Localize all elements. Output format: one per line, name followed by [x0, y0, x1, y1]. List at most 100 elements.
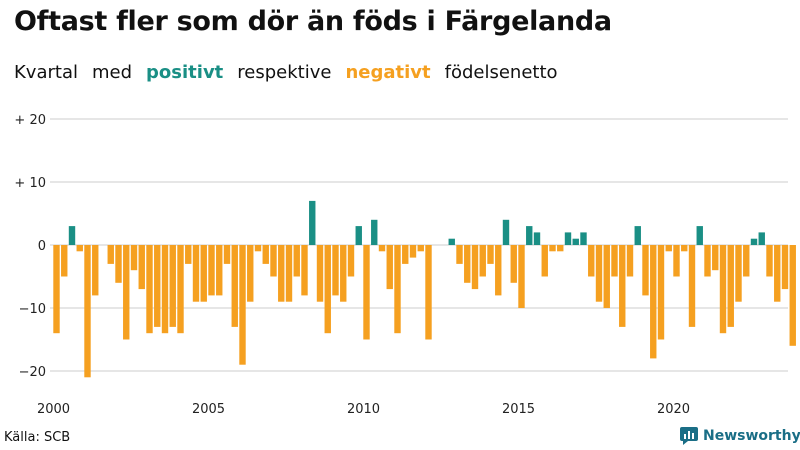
bar: [572, 238, 579, 245]
bar: [611, 245, 618, 277]
bar: [595, 245, 603, 302]
bar: [231, 245, 238, 327]
bar: [665, 245, 672, 252]
bar: [378, 245, 386, 252]
bar: [526, 226, 533, 245]
bar: [386, 245, 393, 290]
bar: [146, 245, 153, 334]
bar: [425, 245, 432, 340]
bar: [68, 226, 76, 245]
bar: [626, 245, 634, 277]
bar: [239, 245, 246, 365]
x-tick-label: 2005: [192, 402, 225, 417]
subtitle-word-kvartal: Kvartal: [14, 62, 78, 83]
bar: [727, 245, 734, 327]
bar: [61, 245, 68, 277]
newsworthy-icon: [680, 427, 698, 445]
bar: [347, 245, 355, 277]
bar: [557, 245, 564, 252]
bar: [564, 232, 572, 245]
bar: [355, 226, 362, 245]
bar: [309, 200, 316, 245]
bar: [789, 245, 796, 346]
bar: [76, 245, 83, 252]
brand-logo: Newsworthy: [680, 427, 800, 445]
bar: [479, 245, 486, 277]
bar: [123, 245, 130, 340]
bar: [332, 245, 339, 296]
bar: [518, 245, 525, 308]
bar: [766, 245, 773, 277]
subtitle-positive-label: positivt: [146, 62, 224, 83]
bar: [750, 238, 758, 245]
bar: [487, 245, 494, 264]
x-tick-label: 2010: [347, 402, 380, 417]
y-tick-label: −10: [19, 302, 46, 317]
bar: [704, 245, 711, 277]
bar: [634, 226, 641, 245]
bar: [130, 245, 138, 271]
bar: [673, 245, 680, 277]
bar: [456, 245, 463, 264]
bar: [712, 245, 719, 271]
bar: [533, 232, 541, 245]
subtitle-word-fodelsenetto: födelsenetto: [444, 62, 558, 83]
bar: [495, 245, 502, 296]
bar-chart: + 20 + 10 0 −10 −20 2000 2005 2010 2015 2020: [14, 113, 796, 417]
bar: [735, 245, 742, 302]
bar: [781, 245, 789, 290]
bar: [161, 245, 169, 334]
bar: [402, 245, 409, 264]
bar: [464, 245, 471, 283]
bar: [107, 245, 114, 264]
bar: [278, 245, 285, 302]
bar: [154, 245, 161, 327]
y-tick-label: −20: [19, 365, 46, 380]
bar: [541, 245, 548, 277]
bar: [448, 238, 455, 245]
bar: [192, 245, 200, 302]
bar: [177, 245, 184, 334]
brand-name: Newsworthy: [703, 428, 800, 444]
bar: [84, 245, 91, 378]
bar: [115, 245, 122, 283]
bar: [254, 245, 262, 252]
subtitle-negative-label: negativt: [345, 62, 431, 83]
x-tick-label: 2015: [502, 402, 535, 417]
bar: [394, 245, 401, 334]
bar: [417, 245, 424, 252]
bar: [363, 245, 370, 340]
chart-subtitle: Kvartal med positivt respektive negativt föde…: [14, 62, 572, 83]
bar: [502, 219, 510, 245]
bar: [169, 245, 176, 327]
bar: [53, 245, 60, 334]
bar: [340, 245, 347, 302]
bar: [471, 245, 479, 290]
bar: [688, 245, 696, 327]
bar: [657, 245, 665, 340]
bar: [371, 219, 378, 245]
bar: [603, 245, 610, 308]
chart-title: Oftast fler som dör än föds i Färgelanda: [14, 6, 612, 37]
bar: [262, 245, 269, 264]
bar: [549, 245, 556, 252]
bar: [642, 245, 649, 296]
bar: [743, 245, 750, 277]
bar: [650, 245, 657, 359]
bar: [200, 245, 207, 302]
bar: [285, 245, 293, 302]
subtitle-word-med: med: [91, 62, 133, 83]
bar: [758, 232, 765, 245]
bar: [588, 245, 595, 277]
bar: [580, 232, 587, 245]
bar: [208, 245, 215, 296]
bar: [510, 245, 517, 283]
y-tick-label: + 10: [14, 176, 46, 191]
bar: [138, 245, 145, 290]
bar: [301, 245, 308, 296]
y-tick-label: 0: [38, 239, 46, 254]
bar: [223, 245, 231, 264]
bar: [681, 245, 688, 252]
x-tick-label: 2020: [657, 402, 690, 417]
bar: [293, 245, 300, 277]
